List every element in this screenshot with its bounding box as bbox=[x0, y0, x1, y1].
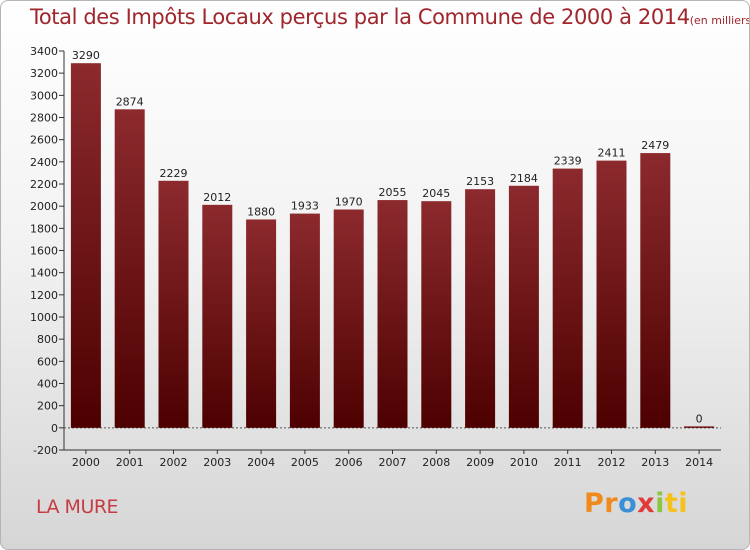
data-label-2010: 2184 bbox=[510, 172, 538, 185]
y-tick-label: 2400 bbox=[30, 156, 58, 169]
data-label-2013: 2479 bbox=[641, 139, 669, 152]
logo-part: x bbox=[637, 488, 656, 519]
data-label-2008: 2045 bbox=[422, 187, 450, 200]
x-tick-label: 2004 bbox=[247, 456, 275, 469]
bar-2001 bbox=[114, 109, 145, 428]
bar-2012 bbox=[596, 160, 627, 428]
logo-part: Pr bbox=[584, 488, 619, 519]
y-tick-label: 800 bbox=[37, 333, 58, 346]
y-tick-label: 3200 bbox=[30, 67, 58, 80]
y-tick-label: 1200 bbox=[30, 289, 58, 302]
bar-2009 bbox=[465, 189, 496, 428]
x-tick-label: 2007 bbox=[379, 456, 407, 469]
y-tick-label: 2800 bbox=[30, 112, 58, 125]
bar-2008 bbox=[421, 201, 452, 428]
data-label-2005: 1933 bbox=[291, 200, 319, 213]
y-tick-label: 1400 bbox=[30, 267, 58, 280]
data-label-2000: 3290 bbox=[72, 49, 100, 62]
bar-2005 bbox=[289, 213, 320, 428]
data-label-2009: 2153 bbox=[466, 175, 494, 188]
proxiti-logo: Proxiti bbox=[584, 488, 688, 519]
y-tick-label: 1800 bbox=[30, 222, 58, 235]
data-label-2002: 2229 bbox=[160, 167, 188, 180]
y-tick-label: 2600 bbox=[30, 134, 58, 147]
bar-2006 bbox=[333, 209, 364, 428]
y-tick-label: 2000 bbox=[30, 200, 58, 213]
bar-2004 bbox=[246, 219, 277, 428]
y-tick-label: 1000 bbox=[30, 311, 58, 324]
x-tick-label: 2002 bbox=[160, 456, 188, 469]
logo-part: i bbox=[655, 488, 665, 519]
bar-2007 bbox=[377, 200, 408, 428]
data-label-2014: 0 bbox=[696, 412, 703, 425]
data-label-2011: 2339 bbox=[554, 155, 582, 168]
bar-2000 bbox=[70, 63, 101, 428]
chart-title: Total des Impôts Locaux perçus par la Co… bbox=[30, 5, 750, 29]
x-tick-label: 2012 bbox=[598, 456, 626, 469]
x-tick-label: 2014 bbox=[685, 456, 713, 469]
y-tick-label: 600 bbox=[37, 355, 58, 368]
y-tick-label: 3400 bbox=[30, 45, 58, 58]
chart-title-text: Total des Impôts Locaux perçus par la Co… bbox=[30, 5, 690, 29]
x-tick-label: 2008 bbox=[422, 456, 450, 469]
y-tick-label: 400 bbox=[37, 378, 58, 391]
x-tick-label: 2009 bbox=[466, 456, 494, 469]
data-label-2006: 1970 bbox=[335, 195, 363, 208]
y-tick-label: 2200 bbox=[30, 178, 58, 191]
x-tick-label: 2013 bbox=[641, 456, 669, 469]
x-tick-label: 2001 bbox=[116, 456, 144, 469]
y-tick-label: 3000 bbox=[30, 89, 58, 102]
bar-2014 bbox=[684, 426, 715, 428]
x-tick-label: 2003 bbox=[203, 456, 231, 469]
commune-name: LA MURE bbox=[36, 496, 119, 518]
y-tick-label: -200 bbox=[33, 444, 58, 457]
y-tick-label: 200 bbox=[37, 400, 58, 413]
data-label-2004: 1880 bbox=[247, 205, 275, 218]
bar-2010 bbox=[508, 185, 539, 428]
logo-part: ti bbox=[664, 488, 689, 519]
data-label-2007: 2055 bbox=[379, 186, 407, 199]
x-tick-label: 2005 bbox=[291, 456, 319, 469]
bar-2003 bbox=[202, 204, 233, 428]
x-tick-label: 2010 bbox=[510, 456, 538, 469]
bar-2013 bbox=[640, 153, 671, 428]
y-tick-label: 0 bbox=[51, 422, 58, 435]
y-tick-label: 1600 bbox=[30, 245, 58, 258]
bar-2011 bbox=[552, 168, 583, 428]
data-label-2003: 2012 bbox=[203, 191, 231, 204]
data-label-2001: 2874 bbox=[116, 95, 144, 108]
data-label-2012: 2411 bbox=[598, 147, 626, 160]
x-tick-label: 2011 bbox=[554, 456, 582, 469]
chart-unit: (en milliers d'€) bbox=[689, 14, 750, 27]
x-tick-label: 2006 bbox=[335, 456, 363, 469]
bar-2002 bbox=[158, 180, 189, 428]
x-tick-label: 2000 bbox=[72, 456, 100, 469]
logo-part: o bbox=[618, 488, 638, 519]
